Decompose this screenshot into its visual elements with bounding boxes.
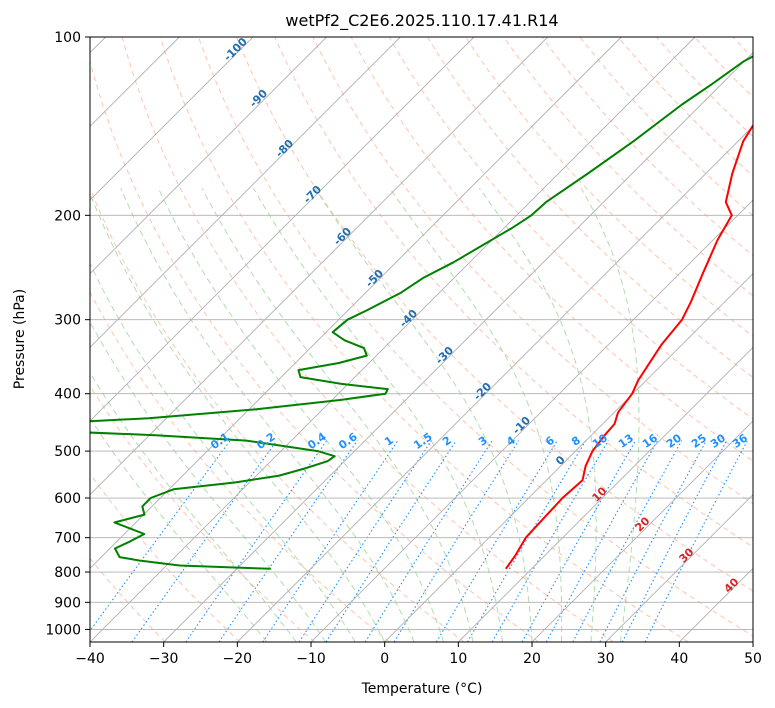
dry-adiabat <box>121 37 614 642</box>
dry-adiabat <box>90 291 390 642</box>
dry-adiabat <box>274 37 753 548</box>
y-tick-label: 100 <box>54 30 81 46</box>
y-axis: 100 200 300 400 500 600 700 800 900 1000 <box>45 30 90 638</box>
y-tick-label: 700 <box>54 531 81 547</box>
isotherm-line <box>90 37 696 642</box>
x-axis-label: Temperature (°C) <box>361 681 483 697</box>
mixing-ratio-line <box>572 440 683 642</box>
y-tick-label: 200 <box>54 208 81 224</box>
mixing-ratio-line <box>467 440 587 642</box>
x-tick-label: 50 <box>744 651 762 667</box>
y-tick-label: 900 <box>54 595 81 611</box>
isotherm-line <box>384 273 753 642</box>
dry-adiabat <box>312 37 753 505</box>
mixing-ratio-line <box>298 440 432 642</box>
isotherm-line <box>237 125 753 642</box>
moist-adiabat <box>479 187 597 642</box>
dry-adiabat <box>503 37 753 297</box>
y-tick-label: 500 <box>54 444 81 460</box>
y-tick-label: 1000 <box>45 622 81 638</box>
y-tick-label: 600 <box>54 491 81 507</box>
x-tick-label: 30 <box>597 651 615 667</box>
dry-adiabat <box>388 37 753 420</box>
dry-adiabat <box>90 384 316 642</box>
isotherm-line <box>605 494 753 642</box>
x-axis: −40 −30 −20 −10 0 10 20 30 40 50 <box>75 642 762 667</box>
x-tick-label: −30 <box>149 651 179 667</box>
isotherm-line <box>90 37 254 201</box>
plot-frame <box>89 36 754 643</box>
mixing-ratio-line <box>131 440 278 642</box>
dry-adiabat <box>90 557 166 642</box>
dry-adiabat <box>90 186 465 642</box>
moist-adiabat <box>389 187 563 642</box>
mixing-ratio-line <box>325 440 457 642</box>
x-tick-label: 0 <box>380 651 389 667</box>
mixing-ratio-line <box>491 440 609 642</box>
y-axis-label: Pressure (hPa) <box>12 289 28 389</box>
x-tick-label: −40 <box>75 651 105 667</box>
isotherm-line <box>531 420 753 642</box>
moist-adiabat <box>253 187 503 642</box>
mixing-ratio-line <box>521 440 637 642</box>
isotherm-line <box>90 37 548 496</box>
x-tick-label: 40 <box>670 651 688 667</box>
background-lines <box>90 37 753 642</box>
moist-adiabat <box>201 187 474 642</box>
mixing-ratio-line <box>262 440 399 642</box>
moist-adiabat <box>120 188 415 642</box>
isotherm-line <box>163 52 753 642</box>
isotherm-line <box>90 37 327 275</box>
dry-adiabat <box>350 37 753 462</box>
y-tick-label: 400 <box>54 387 81 403</box>
mixing-ratio-line <box>545 440 659 642</box>
dewpoint-line <box>90 55 753 570</box>
profiles <box>90 55 753 570</box>
isotherm-line <box>90 37 622 569</box>
isotherm-line <box>458 346 753 642</box>
dry-adiabat <box>465 37 753 338</box>
mixing-ratio-line <box>185 440 328 642</box>
mixing-ratio-line <box>364 440 493 642</box>
moist-adiabat <box>90 192 386 642</box>
x-tick-label: −20 <box>223 651 253 667</box>
dry-adiabat <box>90 59 540 642</box>
isotherm-line <box>90 37 475 422</box>
y-tick-label: 300 <box>54 313 81 329</box>
x-tick-label: 20 <box>523 651 541 667</box>
mixing-ratio-line <box>644 440 748 642</box>
moist-adiabat <box>580 187 640 642</box>
mixing-ratio-line <box>435 440 558 642</box>
x-tick-label: −10 <box>296 651 326 667</box>
isotherm-line <box>90 37 401 348</box>
isotherm-line <box>310 199 753 642</box>
dry-adiabat <box>236 37 753 592</box>
dry-adiabat <box>90 472 241 642</box>
moist-adiabat <box>90 321 327 642</box>
y-tick-label: 800 <box>54 565 81 581</box>
moist-adiabat <box>90 262 356 642</box>
dry-adiabat <box>159 37 689 642</box>
chart-title: wetPf2_C2E6.2025.110.17.41.R14 <box>285 11 558 31</box>
temperature-line <box>504 123 753 570</box>
x-tick-label: 10 <box>449 651 467 667</box>
